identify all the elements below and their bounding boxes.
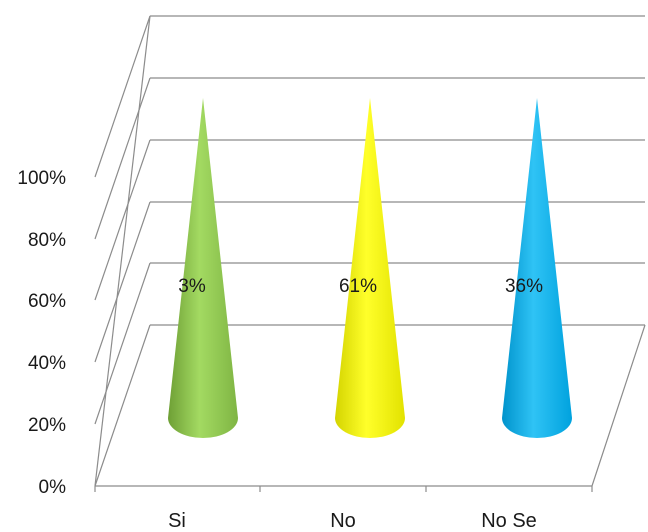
floor-right-edge xyxy=(591,324,646,487)
data-label: 3% xyxy=(178,276,206,297)
x-category-label: No xyxy=(330,510,356,532)
gridline-0 xyxy=(94,324,151,487)
data-label: 36% xyxy=(505,276,543,297)
y-tick-label: 100% xyxy=(17,168,66,189)
gridline-20 xyxy=(94,262,151,425)
y-tick-label: 60% xyxy=(28,291,66,312)
y-axis: 0% 20% 40% 60% 80% 100% xyxy=(17,168,66,498)
y-tick-label: 0% xyxy=(39,477,67,498)
y-tick-label: 20% xyxy=(28,415,66,436)
gridline-100 xyxy=(94,15,151,178)
cone-bar-si xyxy=(168,98,238,438)
x-category-label: No Se xyxy=(481,510,537,532)
gridline-40 xyxy=(94,201,151,363)
gridline-60 xyxy=(94,139,151,301)
gridline-80 xyxy=(94,77,151,240)
grid-and-walls xyxy=(94,15,646,487)
y-tick-label: 40% xyxy=(28,353,66,374)
data-labels: 3% 61% 36% xyxy=(178,276,543,297)
cone-bar-no-se xyxy=(502,98,572,438)
side-wall-left-edge xyxy=(94,15,151,487)
cone-bar-no xyxy=(335,98,405,438)
data-label: 61% xyxy=(339,276,377,297)
cone-series xyxy=(168,98,572,438)
x-category-label: Si xyxy=(168,510,186,532)
x-axis: Si No No Se xyxy=(94,486,593,532)
y-tick-label: 80% xyxy=(28,230,66,251)
